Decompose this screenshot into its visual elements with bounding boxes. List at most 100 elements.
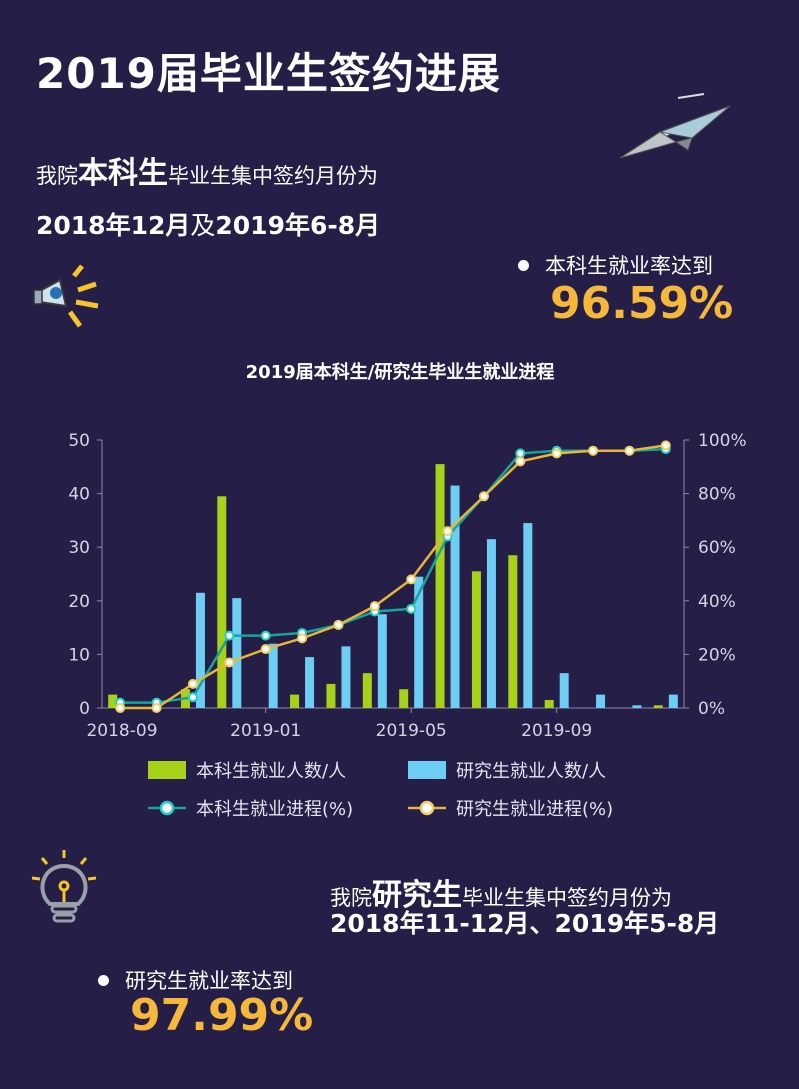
graduate-progress-point [660,440,671,451]
graduate-progress-point [515,456,526,467]
graduate-bar [305,657,315,708]
graduate-intro-emphasis: 研究生 [372,878,462,913]
graduate-progress-point [224,657,235,668]
graduate-progress-point [551,448,562,459]
legend-swatch [148,761,186,779]
graduate-intro-pre: 我院 [330,886,372,910]
undergrad-bar [217,496,227,708]
x-tick-label: 2019-01 [230,721,301,741]
legend-label: 本科生就业进程(%) [196,799,353,820]
undergrad-bar [471,571,481,708]
legend-swatch [408,761,446,779]
y-left-tick-label: 10 [68,645,90,665]
legend-label: 研究生就业人数/人 [456,761,606,782]
bullet-dot [518,259,529,271]
y-left-tick-label: 20 [68,592,90,612]
undergrad-intro-pre: 我院 [36,164,78,188]
undergrad-progress-point [515,448,526,459]
undergrad-bar [362,673,372,708]
employment-progress-chart: 2019届本科生/研究生毕业生就业进程 0 10 20 30 40 50 0% 20% 40% 6… [68,361,746,820]
graduate-bar [195,592,205,708]
graduate-bar [632,705,642,708]
graduate-bar [559,673,569,708]
undergrad-intro: 我院本科生毕业生集中签约月份为 [36,148,378,192]
undergrad-bar [108,694,118,708]
y-left-tick-label: 0 [79,699,90,719]
undergrad-bar [290,694,300,708]
graduate-progress-point [442,526,453,537]
y-right-tick-label: 100% [698,431,747,451]
undergrad-bar [326,683,336,708]
undergrad-progress-point [187,692,198,703]
graduate-progress-point [624,445,635,456]
undergrad-progress-point [224,630,235,641]
graduate-rate-value: 97.99% [130,990,314,1041]
graduate-bar [341,646,351,708]
y-right-tick-label: 60% [698,538,736,558]
undergrad-bar [508,555,518,708]
undergrad-bar [653,705,663,708]
lightbulb-icon [31,850,97,923]
graduate-progress-point [151,703,162,713]
legend-point-swatch [419,800,435,816]
graduate-rate-label: 研究生就业率达到 [98,965,293,995]
graduate-progress-point [369,601,380,612]
undergrad-intro-post: 毕业生集中签约月份为 [168,164,378,188]
undergrad-months-a: 2018年12月 [36,211,191,240]
undergrad-rate-label-text: 本科生就业率达到 [545,254,713,278]
undergrad-months: 2018年12月及2019年6-8月 [36,206,380,242]
graduate-progress-point [297,633,308,644]
undergrad-bar [399,689,409,708]
y-right-tick-label: 40% [698,592,736,612]
x-tick-label: 2018-09 [86,721,157,741]
graduate-intro: 我院研究生毕业生集中签约月份为 [330,870,672,914]
megaphone-icon [33,264,99,328]
graduate-bar [268,643,278,708]
graduate-bar [377,614,387,708]
legend-label: 研究生就业进程(%) [456,799,613,820]
x-tick-label: 2019-05 [376,721,447,741]
graduate-progress-line [120,444,666,710]
graduate-bar [450,485,460,708]
y-right-tick-label: 80% [698,485,736,505]
legend-point-swatch [159,800,175,816]
y-left-tick-label: 50 [68,431,90,451]
chart-axes: 0 10 20 30 40 50 0% 20% 40% 60% 80% 100% 2018-09 2019… [68,431,746,741]
undergrad-bar [544,699,554,708]
graduate-intro-post: 毕业生集中签约月份为 [462,886,672,910]
page-title: 2019届毕业生签约进展 [36,49,501,98]
undergrad-rate-value: 96.59% [550,278,734,329]
x-tick-label: 2019-09 [521,721,592,741]
graduate-bar [596,694,606,708]
graduate-progress-point [478,491,489,502]
graduate-progress-point [115,703,126,713]
graduate-progress-point [588,445,599,456]
y-left-tick-label: 40 [68,485,90,505]
graduate-progress-point [187,678,198,689]
bullet-dot [98,974,109,986]
undergrad-progress-point [260,630,271,641]
graduate-months: 2018年11-12月、2019年5-8月 [330,909,720,938]
chart-lines [115,440,671,713]
graduate-bar [232,598,242,708]
graduate-progress-point [260,644,271,655]
graduate-progress-point [333,619,344,630]
graduate-rate-label-text: 研究生就业率达到 [125,969,293,993]
undergrad-months-join: 及 [190,211,216,240]
undergrad-months-b: 2019年6-8月 [215,211,381,240]
graduate-bar [523,523,533,708]
undergrad-bar [435,464,445,708]
y-left-tick-label: 30 [68,538,90,558]
y-right-tick-label: 20% [698,645,736,665]
graduate-progress-point [406,574,417,585]
undergrad-progress-point [406,603,417,614]
graduate-bar [414,576,424,708]
undergrad-progress-line [120,447,666,704]
undergrad-intro-emphasis: 本科生 [78,156,168,191]
chart-title: 2019届本科生/研究生毕业生就业进程 [246,361,555,383]
graduate-bar [668,694,678,708]
legend-label: 本科生就业人数/人 [196,761,346,782]
chart-bars [108,464,678,708]
paper-plane-icon [619,93,731,159]
